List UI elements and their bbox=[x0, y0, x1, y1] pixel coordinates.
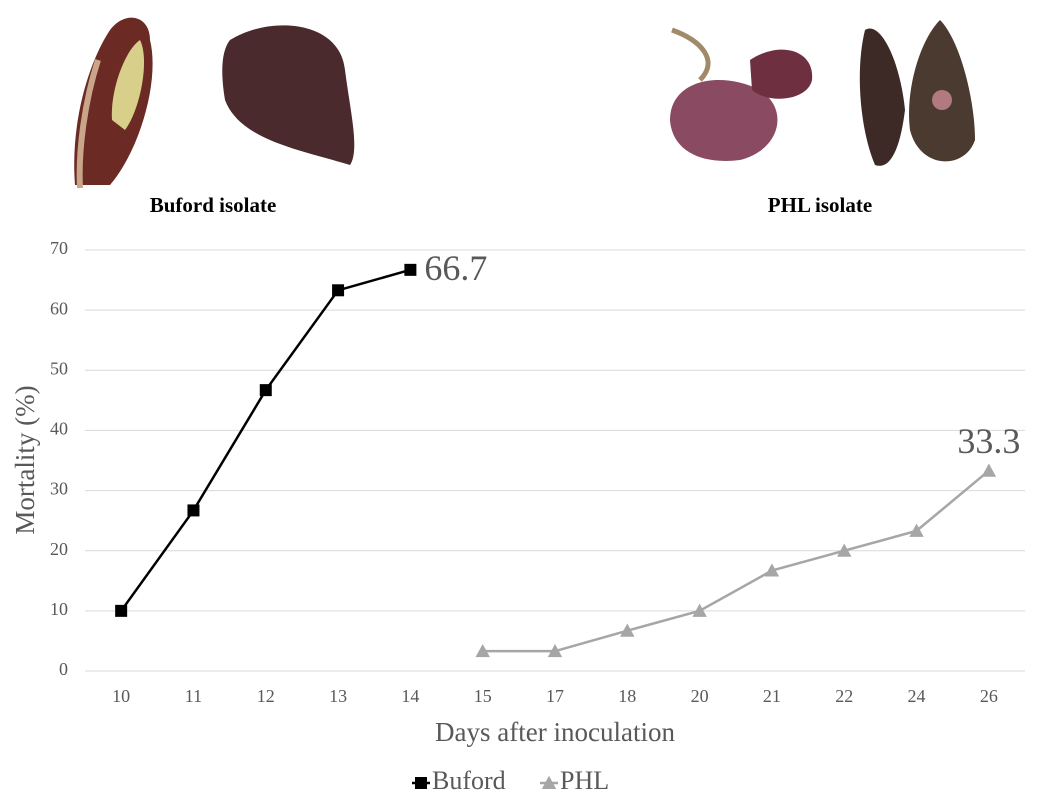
chart: Buford isolate PHL isolate Days after in… bbox=[0, 0, 1037, 801]
photo-phl bbox=[670, 20, 975, 166]
x-tick-label: 13 bbox=[329, 686, 347, 706]
page: {"chart_data": {"type": "line", "image_c… bbox=[0, 0, 1037, 801]
series-line bbox=[121, 270, 410, 611]
x-tick-label: 11 bbox=[185, 686, 202, 706]
x-tick-label: 26 bbox=[980, 686, 998, 706]
y-axis-title: Mortality (%) bbox=[10, 385, 40, 534]
image-caption: PHL isolate bbox=[768, 193, 872, 217]
marker bbox=[332, 284, 344, 296]
x-tick-label: 20 bbox=[691, 686, 709, 706]
data-label: 66.7 bbox=[424, 248, 487, 288]
data-label: 33.3 bbox=[957, 421, 1020, 461]
image-caption: Buford isolate bbox=[150, 193, 277, 217]
marker bbox=[982, 464, 996, 477]
x-tick-label: 24 bbox=[908, 686, 926, 706]
x-axis-title: Days after inoculation bbox=[435, 717, 675, 747]
y-tick-label: 70 bbox=[50, 238, 68, 258]
x-tick-label: 10 bbox=[112, 686, 130, 706]
y-tick-label: 30 bbox=[50, 479, 68, 499]
marker bbox=[415, 777, 427, 789]
x-tick-label: 22 bbox=[835, 686, 853, 706]
legend-label: Buford bbox=[432, 766, 506, 795]
marker bbox=[187, 504, 199, 516]
marker bbox=[260, 384, 272, 396]
y-tick-label: 50 bbox=[50, 358, 68, 378]
x-tick-label: 15 bbox=[474, 686, 492, 706]
y-tick-label: 40 bbox=[50, 419, 68, 439]
photo-buford bbox=[74, 18, 354, 188]
y-tick-label: 10 bbox=[50, 599, 68, 619]
marker bbox=[404, 264, 416, 276]
y-tick-label: 0 bbox=[59, 659, 68, 679]
x-tick-label: 21 bbox=[763, 686, 781, 706]
series-line bbox=[483, 471, 989, 651]
legend-label: PHL bbox=[560, 766, 609, 795]
y-tick-label: 60 bbox=[50, 298, 68, 318]
x-tick-label: 18 bbox=[618, 686, 636, 706]
x-tick-label: 14 bbox=[401, 686, 419, 706]
x-tick-label: 12 bbox=[257, 686, 275, 706]
marker bbox=[692, 604, 706, 617]
y-tick-label: 20 bbox=[50, 539, 68, 559]
marker bbox=[115, 605, 127, 617]
x-tick-label: 17 bbox=[546, 686, 564, 706]
